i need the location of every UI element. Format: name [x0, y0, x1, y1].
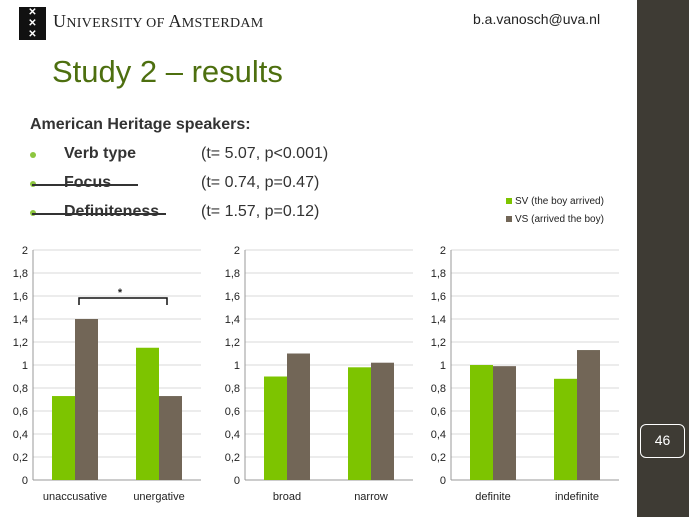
- y-tick-label: 0,2: [13, 452, 28, 464]
- logo-cross-icon: ✕: [28, 7, 37, 18]
- x-tick-label: indefinite: [555, 491, 599, 503]
- page-number: 46: [640, 424, 685, 458]
- bar: [52, 396, 75, 480]
- legend-swatch: [506, 198, 512, 204]
- y-tick-label: 1: [22, 360, 28, 372]
- slide-title: Study 2 – results: [52, 54, 283, 89]
- y-tick-label: 0,6: [225, 406, 240, 418]
- y-tick-label: 0,8: [431, 383, 446, 395]
- y-tick-label: 0,4: [225, 429, 240, 441]
- y-tick-label: 0,2: [431, 452, 446, 464]
- bar: [348, 367, 371, 480]
- y-tick-label: 1,4: [13, 314, 28, 326]
- y-tick-label: 2: [234, 245, 240, 257]
- strikethrough-line: [32, 213, 166, 215]
- y-tick-label: 0,6: [431, 406, 446, 418]
- bar: [136, 347, 159, 480]
- y-tick-label: 1,8: [13, 268, 28, 280]
- y-tick-label: 1,6: [225, 291, 240, 303]
- bar: [577, 350, 600, 480]
- y-tick-label: 0: [234, 475, 240, 487]
- bar: [75, 319, 98, 480]
- y-tick-label: 1: [234, 360, 240, 372]
- y-tick-label: 0,4: [13, 429, 28, 441]
- bar: [470, 365, 493, 480]
- bar: [264, 376, 287, 480]
- bar: [287, 353, 310, 480]
- legend-label: SV (the boy arrived): [515, 196, 604, 207]
- bar-charts: 0 0,2 0,4 0,6 0,8 1 1,2 1,4 1,6 1,8 2 unaccusative u…: [13, 245, 619, 503]
- y-tick-label: 1,2: [431, 337, 446, 349]
- logo-cross-icon: ✕: [28, 29, 37, 40]
- bullet-stat: (t= 1.57, p=0.12): [201, 203, 320, 220]
- y-tick-label: 1,6: [431, 291, 446, 303]
- legend-swatch: [506, 216, 512, 222]
- significance-marker: *: [118, 287, 123, 299]
- bullet-stat: (t= 5.07, p<0.001): [201, 145, 329, 162]
- y-tick-label: 0: [22, 475, 28, 487]
- bar: [371, 362, 394, 480]
- bullet-label: Focus: [64, 174, 112, 191]
- sidebar-band: [637, 0, 689, 517]
- bullet-item: Focus (t= 0.74, p=0.47): [30, 174, 450, 196]
- x-tick-label: unaccusative: [43, 491, 107, 503]
- y-tick-label: 1,2: [13, 337, 28, 349]
- bullet-label: Definiteness: [64, 203, 160, 220]
- legend-label: VS (arrived the boy): [515, 214, 604, 225]
- y-tick-label: 0,8: [225, 383, 240, 395]
- y-tick-label: 1,8: [431, 268, 446, 280]
- bullet-stat: (t= 0.74, p=0.47): [201, 174, 320, 191]
- y-tick-label: 1,4: [225, 314, 240, 326]
- x-tick-label: narrow: [354, 491, 388, 503]
- logo-cross-icon: ✕: [28, 18, 37, 29]
- bullet-label: Verb type: [64, 145, 137, 162]
- bullet-dot-icon: [30, 152, 36, 158]
- author-email: b.a.vanosch@uva.nl: [473, 11, 601, 27]
- y-tick-label: 1: [440, 360, 446, 372]
- uva-logo: ✕ ✕ ✕: [19, 7, 46, 40]
- y-tick-label: 1,2: [225, 337, 240, 349]
- strikethrough-line: [32, 184, 138, 186]
- y-tick-label: 2: [440, 245, 446, 257]
- bar: [493, 366, 516, 480]
- y-tick-label: 1,4: [431, 314, 446, 326]
- slide-subtitle: American Heritage speakers:: [30, 116, 251, 133]
- bar: [159, 396, 182, 480]
- bullet-item: Definiteness (t= 1.57, p=0.12): [30, 203, 450, 225]
- x-tick-label: broad: [273, 491, 301, 503]
- y-tick-label: 0,2: [225, 452, 240, 464]
- university-name: UNIVERSITY OF AMSTERDAM: [53, 11, 264, 31]
- x-tick-label: definite: [475, 491, 510, 503]
- y-tick-label: 1,8: [225, 268, 240, 280]
- y-tick-label: 0,4: [431, 429, 446, 441]
- bullet-item: Verb type (t= 5.07, p<0.001): [30, 145, 450, 167]
- y-tick-label: 0: [440, 475, 446, 487]
- x-tick-label: unergative: [133, 491, 184, 503]
- y-tick-label: 1,6: [13, 291, 28, 303]
- significance-bracket: [78, 297, 168, 305]
- y-tick-label: 0,8: [13, 383, 28, 395]
- y-tick-label: 2: [22, 245, 28, 257]
- y-tick-label: 0,6: [13, 406, 28, 418]
- bar: [554, 378, 577, 480]
